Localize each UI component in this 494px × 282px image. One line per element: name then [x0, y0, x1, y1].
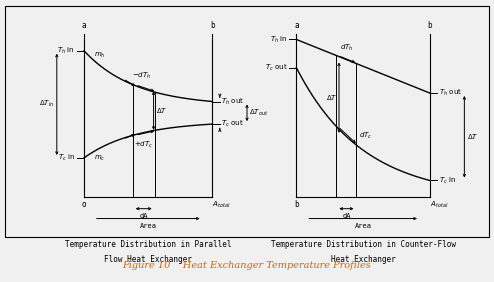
- Text: $A_{total}$: $A_{total}$: [430, 200, 448, 210]
- Text: $T_h$ in: $T_h$ in: [270, 34, 288, 45]
- Text: b: b: [294, 200, 299, 209]
- Text: Temperature Distribution in Parallel: Temperature Distribution in Parallel: [65, 240, 232, 249]
- Text: b: b: [210, 21, 215, 30]
- Text: $T_c$ In: $T_c$ In: [439, 175, 456, 186]
- Text: Heat Exchanger: Heat Exchanger: [330, 255, 396, 264]
- Text: $T_c$ out: $T_c$ out: [221, 119, 244, 129]
- Text: $-dT_h$: $-dT_h$: [131, 71, 151, 81]
- Text: $\Delta T_{in}$: $\Delta T_{in}$: [39, 99, 54, 109]
- Text: Area: Area: [355, 223, 371, 229]
- Bar: [5, 6, 489, 237]
- Text: $m_h$: $m_h$: [93, 51, 105, 60]
- Text: $T_h$ out: $T_h$ out: [221, 96, 245, 107]
- Text: Area: Area: [140, 223, 157, 229]
- Text: dA: dA: [139, 213, 148, 219]
- Text: $dT_c$: $dT_c$: [359, 131, 372, 141]
- Text: dA: dA: [342, 213, 351, 219]
- Text: $dT_h$: $dT_h$: [340, 42, 353, 52]
- Text: $T_c$ out: $T_c$ out: [265, 63, 288, 73]
- Text: $T_h$ out: $T_h$ out: [439, 88, 462, 98]
- Text: b: b: [427, 21, 432, 30]
- Text: a: a: [82, 21, 86, 30]
- Text: $A_{total}$: $A_{total}$: [212, 200, 231, 210]
- Text: $\Delta T$: $\Delta T$: [156, 106, 167, 115]
- Text: Temperature Distribution in Counter-Flow: Temperature Distribution in Counter-Flow: [271, 240, 455, 249]
- Text: Figure 10    Heat Exchanger Temperature Profiles: Figure 10 Heat Exchanger Temperature Pro…: [123, 261, 371, 270]
- Text: $m_c$: $m_c$: [94, 153, 105, 163]
- Text: $+dT_c$: $+dT_c$: [134, 140, 153, 150]
- Text: a: a: [294, 21, 299, 30]
- Text: $\Delta T$: $\Delta T$: [326, 93, 337, 102]
- Text: $T_c$ in: $T_c$ in: [58, 153, 75, 163]
- Text: Flow Heat Exchanger: Flow Heat Exchanger: [104, 255, 192, 264]
- Text: o: o: [82, 200, 86, 209]
- Text: $T_h$ in: $T_h$ in: [57, 46, 75, 56]
- Text: $\Delta T$: $\Delta T$: [467, 132, 478, 141]
- Text: $\Delta T_{out}$: $\Delta T_{out}$: [249, 108, 269, 118]
